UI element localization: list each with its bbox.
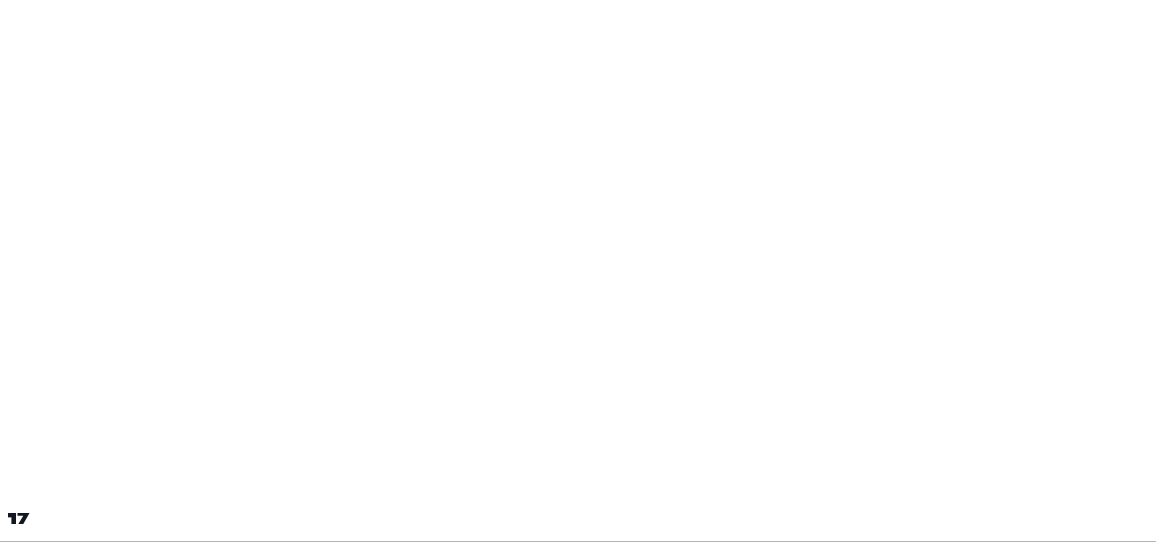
bottom-divider xyxy=(0,541,1156,542)
price-axis[interactable] xyxy=(1090,0,1156,541)
tradingview-logo-icon xyxy=(8,513,30,524)
tradingview-logo[interactable] xyxy=(8,510,36,525)
symbol-legend-row[interactable] xyxy=(8,5,24,26)
chart-legend xyxy=(8,5,24,26)
